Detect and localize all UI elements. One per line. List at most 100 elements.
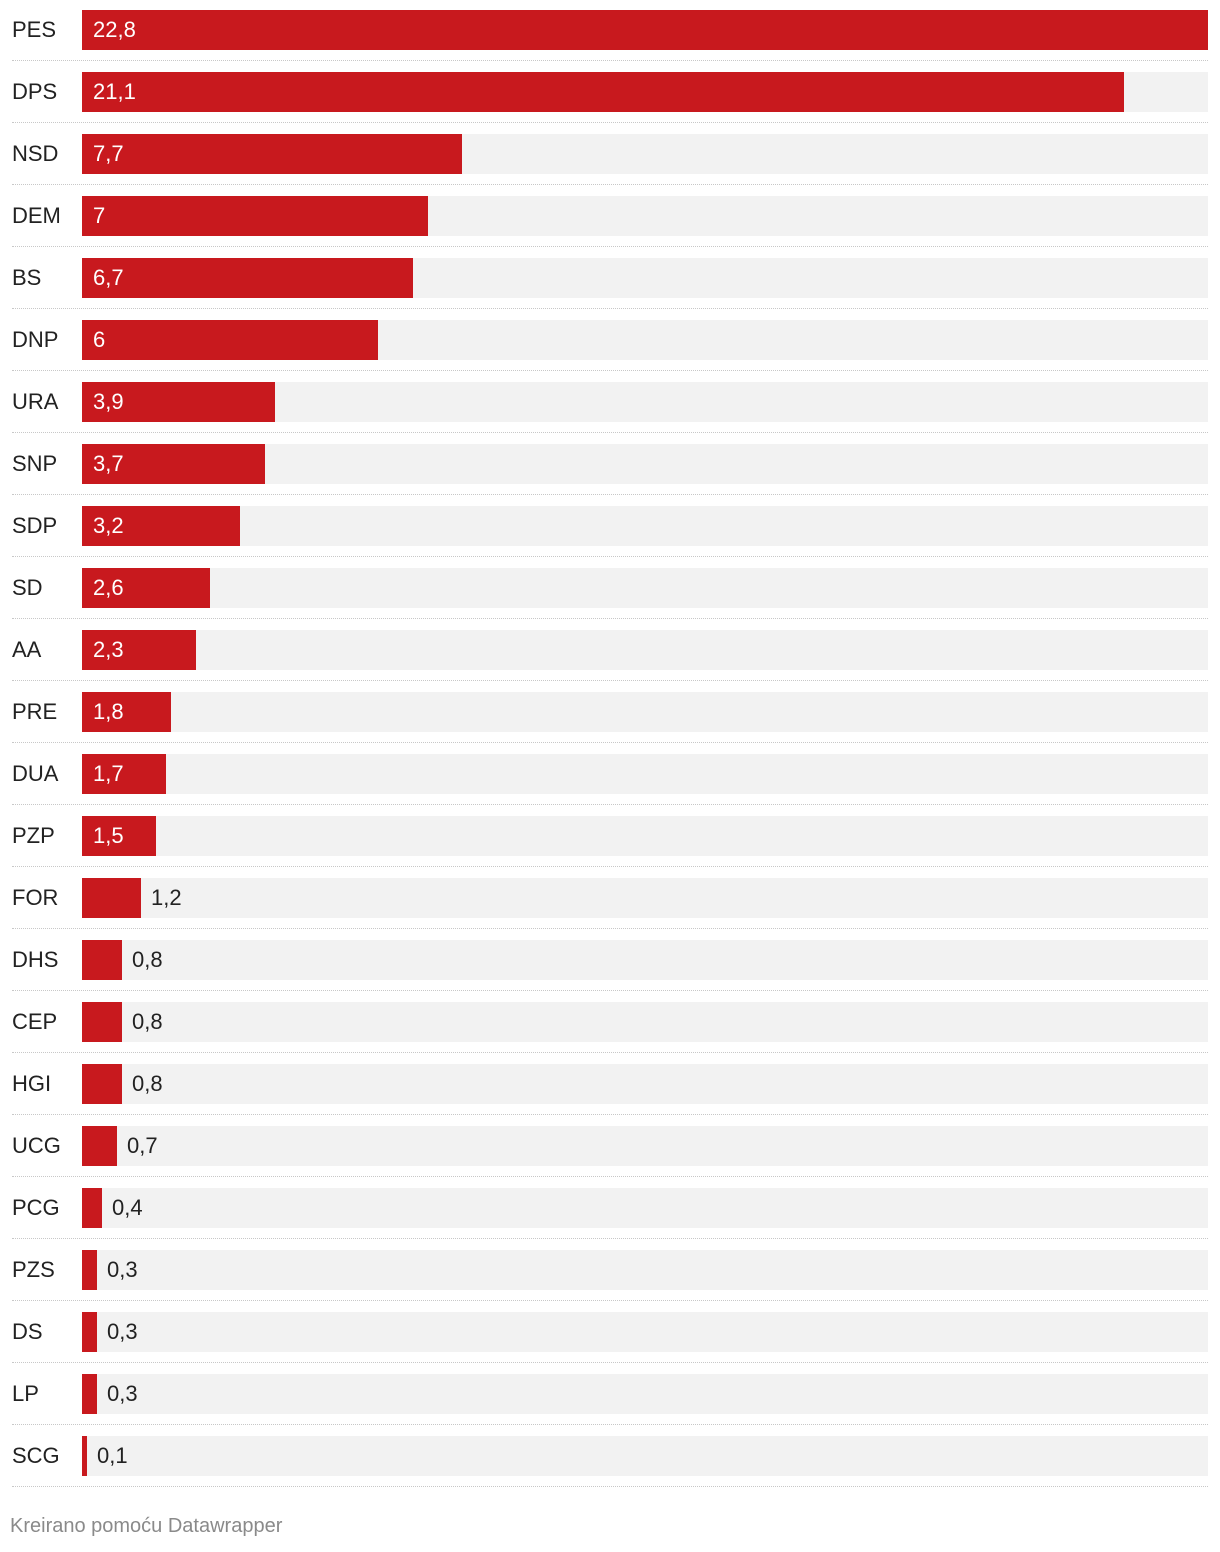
category-label: PES — [12, 17, 57, 42]
bar-track — [82, 630, 1208, 670]
bar-dnp — [82, 320, 378, 360]
category-label: PZS — [12, 1257, 55, 1282]
category-label: DHS — [12, 947, 59, 972]
data-label: 22,8 — [93, 17, 136, 42]
category-label: PRE — [12, 699, 58, 724]
bar-sdp — [82, 506, 240, 546]
row-divider — [12, 618, 1208, 619]
data-label: 0,8 — [132, 1071, 163, 1096]
bar-track — [82, 444, 1208, 484]
bar-track — [82, 568, 1208, 608]
data-label: 7,7 — [93, 141, 124, 166]
category-label: AA — [12, 637, 42, 662]
data-label: 6,7 — [93, 265, 124, 290]
bar-track — [82, 1188, 1208, 1228]
bar-snp — [82, 444, 265, 484]
data-label: 6 — [93, 327, 106, 352]
row-divider — [12, 432, 1208, 433]
category-label: NSD — [12, 141, 59, 166]
row-divider — [12, 680, 1208, 681]
bar-bs — [82, 258, 413, 298]
bar-track — [82, 754, 1208, 794]
data-label: 21,1 — [93, 79, 136, 104]
data-label: 3,2 — [93, 513, 124, 538]
data-label: 0,3 — [107, 1381, 138, 1406]
row-divider — [12, 308, 1208, 309]
category-label: DNP — [12, 327, 59, 352]
row-divider — [12, 804, 1208, 805]
bar-scg — [82, 1436, 87, 1476]
bar-track — [82, 1312, 1208, 1352]
data-label: 7 — [93, 203, 106, 228]
data-label: 0,3 — [107, 1257, 138, 1282]
category-label: FOR — [12, 885, 59, 910]
category-label: PZP — [12, 823, 55, 848]
bar-track — [82, 1064, 1208, 1104]
bar-hgi — [82, 1064, 122, 1104]
row-divider — [12, 928, 1208, 929]
category-label: SDP — [12, 513, 58, 538]
category-label: BS — [12, 265, 42, 290]
data-label: 1,5 — [93, 823, 124, 848]
row-divider — [12, 866, 1208, 867]
row-divider — [12, 1238, 1208, 1239]
row-divider — [12, 370, 1208, 371]
row-divider — [12, 494, 1208, 495]
category-label: DPS — [12, 79, 58, 104]
bar-ds — [82, 1312, 97, 1352]
bar-pre — [82, 692, 171, 732]
row-divider — [12, 1486, 1208, 1487]
bar-track — [82, 878, 1208, 918]
bar-track — [82, 506, 1208, 546]
category-label: PCG — [12, 1195, 60, 1220]
data-label: 0,4 — [112, 1195, 143, 1220]
category-label: CEP — [12, 1009, 58, 1034]
bar-sd — [82, 568, 210, 608]
bar-track — [82, 1374, 1208, 1414]
bar-track — [82, 692, 1208, 732]
data-label: 2,6 — [93, 575, 124, 600]
data-label: 0,8 — [132, 1009, 163, 1034]
data-label: 0,7 — [127, 1133, 158, 1158]
bar-track — [82, 1250, 1208, 1290]
row-divider — [12, 990, 1208, 991]
data-label: 1,8 — [93, 699, 124, 724]
bar-pes — [82, 10, 1208, 50]
bar-dhs — [82, 940, 122, 980]
bar-track — [82, 1002, 1208, 1042]
bar-track — [82, 1126, 1208, 1166]
data-label: 0,1 — [97, 1443, 128, 1468]
row-divider — [12, 60, 1208, 61]
bar-ucg — [82, 1126, 117, 1166]
category-label: DS — [12, 1319, 43, 1344]
bar-track — [82, 940, 1208, 980]
bar-pzs — [82, 1250, 97, 1290]
data-label: 3,7 — [93, 451, 124, 476]
category-label: SD — [12, 575, 43, 600]
category-label: UCG — [12, 1133, 61, 1158]
bar-dps — [82, 72, 1124, 112]
row-divider — [12, 1300, 1208, 1301]
data-label: 1,2 — [151, 885, 182, 910]
row-divider — [12, 1052, 1208, 1053]
bar-dua — [82, 754, 166, 794]
bar-for — [82, 878, 141, 918]
bar-pcg — [82, 1188, 102, 1228]
row-divider — [12, 742, 1208, 743]
bar-chart: PES 22,8 DPS 21,1 NSD 7,7 DEM 7 BS 6,7 DNP 6 URA 3,9 S… — [12, 10, 1208, 1487]
category-label: SCG — [12, 1443, 60, 1468]
category-label: DEM — [12, 203, 61, 228]
bar-nsd — [82, 134, 462, 174]
category-label: LP — [12, 1381, 39, 1406]
row-divider — [12, 122, 1208, 123]
bar-dem — [82, 196, 428, 236]
row-divider — [12, 1424, 1208, 1425]
data-label: 0,8 — [132, 947, 163, 972]
bar-track — [82, 1436, 1208, 1476]
row-divider — [12, 1362, 1208, 1363]
row-divider — [12, 1176, 1208, 1177]
category-label: DUA — [12, 761, 59, 786]
bar-aa — [82, 630, 196, 670]
row-divider — [12, 184, 1208, 185]
bar-cep — [82, 1002, 122, 1042]
